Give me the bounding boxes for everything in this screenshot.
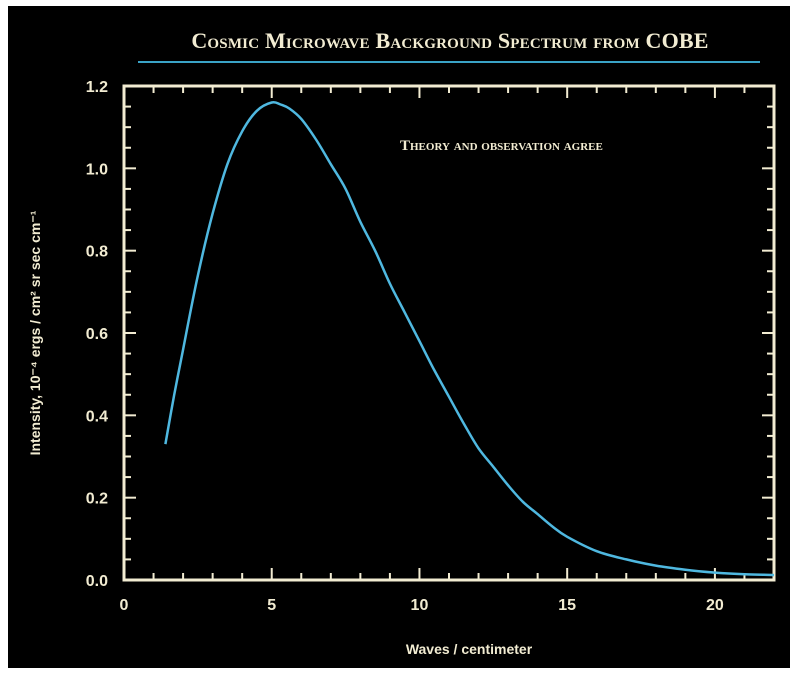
y-tick-label: 0.0 — [86, 573, 108, 590]
y-tick-label: 0.2 — [86, 491, 108, 508]
y-tick-label: 0.4 — [86, 408, 108, 425]
x-tick-labels: 0 5 10 15 20 — [120, 597, 724, 614]
series-line — [164, 100, 775, 577]
annotation-text: Theory and observation agree — [400, 138, 603, 154]
title-underline — [138, 61, 760, 63]
x-tick-label: 5 — [267, 597, 276, 614]
chart-frame — [8, 6, 790, 668]
x-tick-label: 15 — [558, 597, 576, 614]
y-tick-labels: 0.0 0.2 0.4 0.6 0.8 1.0 1.2 — [86, 79, 108, 590]
y-axis-label: Intensity, 10⁻⁴ ergs / cm² sr sec cm⁻¹ — [27, 210, 43, 455]
tick-marks — [123, 85, 775, 581]
y-tick-label: 0.8 — [86, 244, 108, 261]
x-tick-label: 20 — [706, 597, 724, 614]
x-axis-label: Waves / centimeter — [406, 641, 533, 657]
y-tick-label: 0.6 — [86, 326, 108, 343]
y-tick-label: 1.2 — [86, 79, 108, 96]
chart-title: Cosmic Microwave Background Spectrum fro… — [191, 28, 709, 53]
x-tick-label: 10 — [411, 597, 429, 614]
plot-frame — [122, 84, 776, 582]
y-tick-label: 1.0 — [86, 161, 108, 178]
x-tick-label: 0 — [120, 597, 129, 614]
